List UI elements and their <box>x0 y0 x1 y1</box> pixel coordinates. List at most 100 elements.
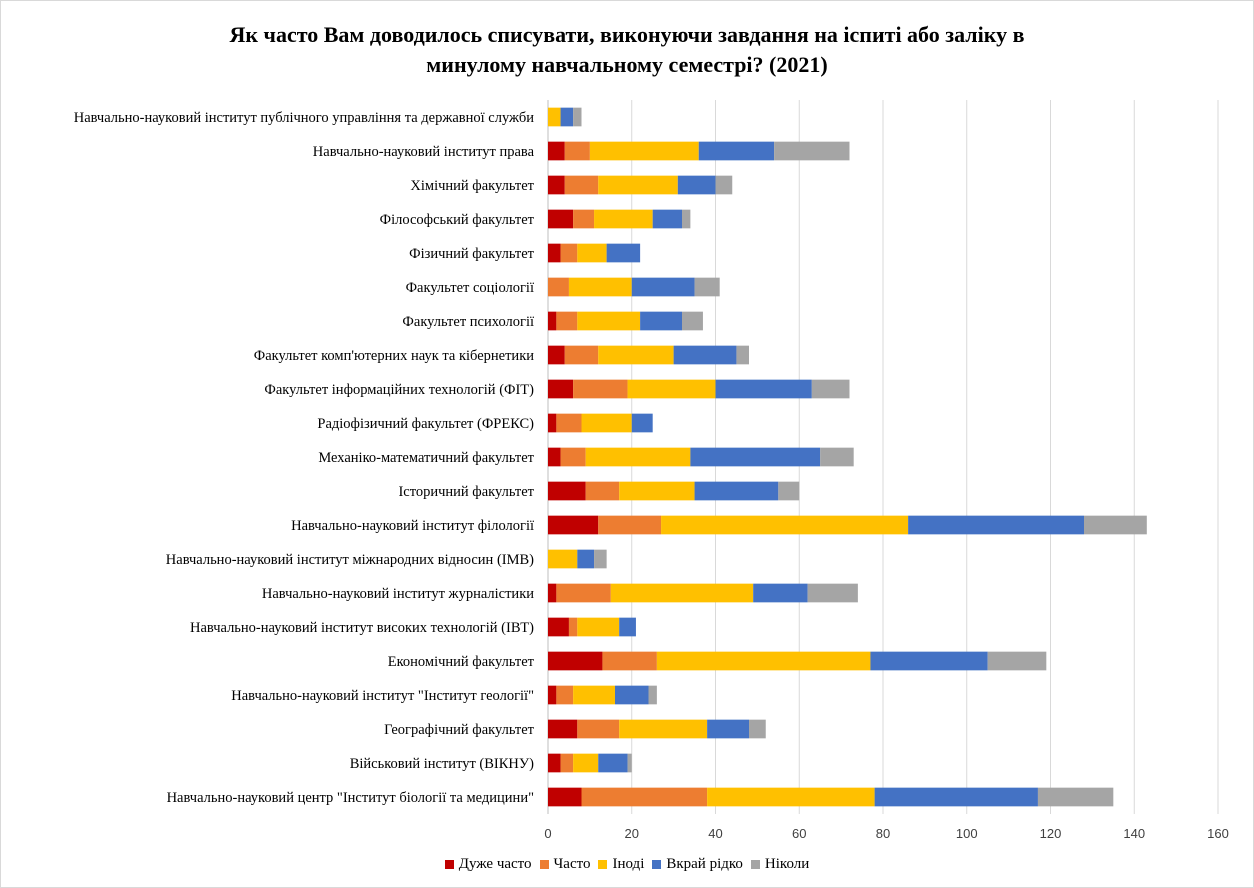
bar-segment <box>556 311 578 331</box>
bar-segment <box>778 481 800 501</box>
bar-segment <box>577 243 607 263</box>
bar-segment <box>560 243 578 263</box>
legend-item: Іноді <box>598 856 644 873</box>
bar-segment <box>560 753 574 773</box>
bar-segment <box>564 175 599 195</box>
bar-segment <box>548 719 578 739</box>
x-tick-label: 140 <box>1123 826 1145 841</box>
bar-segment <box>556 685 574 705</box>
category-label: Навчально-науковий інститут міжнародних … <box>166 552 534 568</box>
bar-segment <box>707 787 875 807</box>
legend-swatch <box>750 860 760 869</box>
bar-segment <box>619 719 708 739</box>
bar-segment <box>610 583 754 603</box>
bar-segment <box>652 209 682 229</box>
bar-segment <box>715 379 812 399</box>
bar-segment <box>585 481 620 501</box>
bar-segment <box>548 617 569 637</box>
category-label: Навчально-науковий інститут "Інститут ге… <box>231 688 534 704</box>
bar-segment <box>615 685 649 705</box>
bar-segment <box>870 651 988 671</box>
x-tick-label: 80 <box>876 826 890 841</box>
bar-segment <box>556 583 611 603</box>
bar-segment <box>548 753 561 773</box>
bar-segment <box>548 413 557 433</box>
bar-segment <box>640 311 682 331</box>
legend-swatch <box>539 860 549 869</box>
bar-segment <box>598 515 662 535</box>
bar-segment <box>682 311 703 331</box>
bars <box>548 107 1147 807</box>
bar-segment <box>594 209 653 229</box>
legend-swatch <box>652 860 662 869</box>
bar-segment <box>631 413 653 433</box>
bar-segment <box>548 583 557 603</box>
category-label: Механіко-математичний факультет <box>318 450 534 466</box>
bar-segment <box>548 651 603 671</box>
bar-segment <box>707 719 749 739</box>
bar-segment <box>573 685 615 705</box>
bar-segment <box>682 209 691 229</box>
chart-title-line-2: минулому навчальному семестрі? (2021) <box>426 52 828 77</box>
bar-segment <box>581 413 632 433</box>
bar-segment <box>673 345 737 365</box>
bar-segment <box>548 209 574 229</box>
legend-item: Часто <box>539 856 590 873</box>
chart-title-line-1: Як часто Вам доводилось списувати, викон… <box>229 22 1025 47</box>
category-label: Факультет комп'ютерних наук та кібернети… <box>254 348 534 364</box>
category-label: Історичний факультет <box>398 484 534 500</box>
bar-segment <box>573 209 595 229</box>
bar-segment <box>690 447 821 467</box>
bar-segment <box>573 107 582 127</box>
bar-segment <box>656 651 871 671</box>
bar-segment <box>811 379 850 399</box>
category-label: Навчально-науковий інститут права <box>313 144 535 160</box>
bar-segment <box>736 345 749 365</box>
bar-segment <box>820 447 854 467</box>
bar-segment <box>753 583 808 603</box>
bar-segment <box>564 141 590 161</box>
bar-segment <box>631 277 695 297</box>
bar-segment <box>548 277 569 297</box>
bar-segment <box>577 617 620 637</box>
bar-segment <box>908 515 1084 535</box>
legend-label: Іноді <box>612 856 645 872</box>
bar-segment <box>619 481 695 501</box>
bar-segment <box>548 175 565 195</box>
chart-title: Як часто Вам доводилось списувати, викон… <box>0 20 1254 80</box>
bar-segment <box>577 311 641 331</box>
bar-segment <box>661 515 909 535</box>
bar-segment <box>619 617 636 637</box>
legend-swatch <box>598 860 608 869</box>
bar-segment <box>548 243 561 263</box>
bar-segment <box>698 141 775 161</box>
bar-segment <box>577 719 620 739</box>
bar-segment <box>694 277 720 297</box>
legend-item: Вкрай рідко <box>652 856 743 873</box>
category-label: Навчально-науковий інститут журналістики <box>262 586 534 602</box>
x-tick-label: 100 <box>956 826 978 841</box>
bar-segment <box>807 583 858 603</box>
bar-segment <box>1037 787 1114 807</box>
bar-segment <box>627 379 716 399</box>
bar-segment <box>548 787 582 807</box>
bar-segment <box>548 311 557 331</box>
bar-segment <box>598 175 678 195</box>
bar-segment <box>548 345 565 365</box>
category-label: Навчально-науковий інститут високих техн… <box>190 620 534 636</box>
bar-segment <box>548 107 561 127</box>
bar-segment <box>548 515 599 535</box>
category-label: Економічний факультет <box>388 654 535 670</box>
category-label: Військовий інститут (ВІКНУ) <box>350 756 534 772</box>
bar-segment <box>556 413 582 433</box>
bar-segment <box>1084 515 1147 535</box>
bar-segment <box>677 175 716 195</box>
x-tick-label: 40 <box>708 826 722 841</box>
bar-segment <box>594 549 607 569</box>
bar-segment <box>606 243 641 263</box>
category-label: Філософський факультет <box>380 212 535 228</box>
bar-segment <box>573 379 628 399</box>
category-label: Навчально-науковий центр "Інститут біоло… <box>167 790 534 806</box>
legend-item: Дуже часто <box>444 856 532 873</box>
bar-segment <box>577 549 595 569</box>
